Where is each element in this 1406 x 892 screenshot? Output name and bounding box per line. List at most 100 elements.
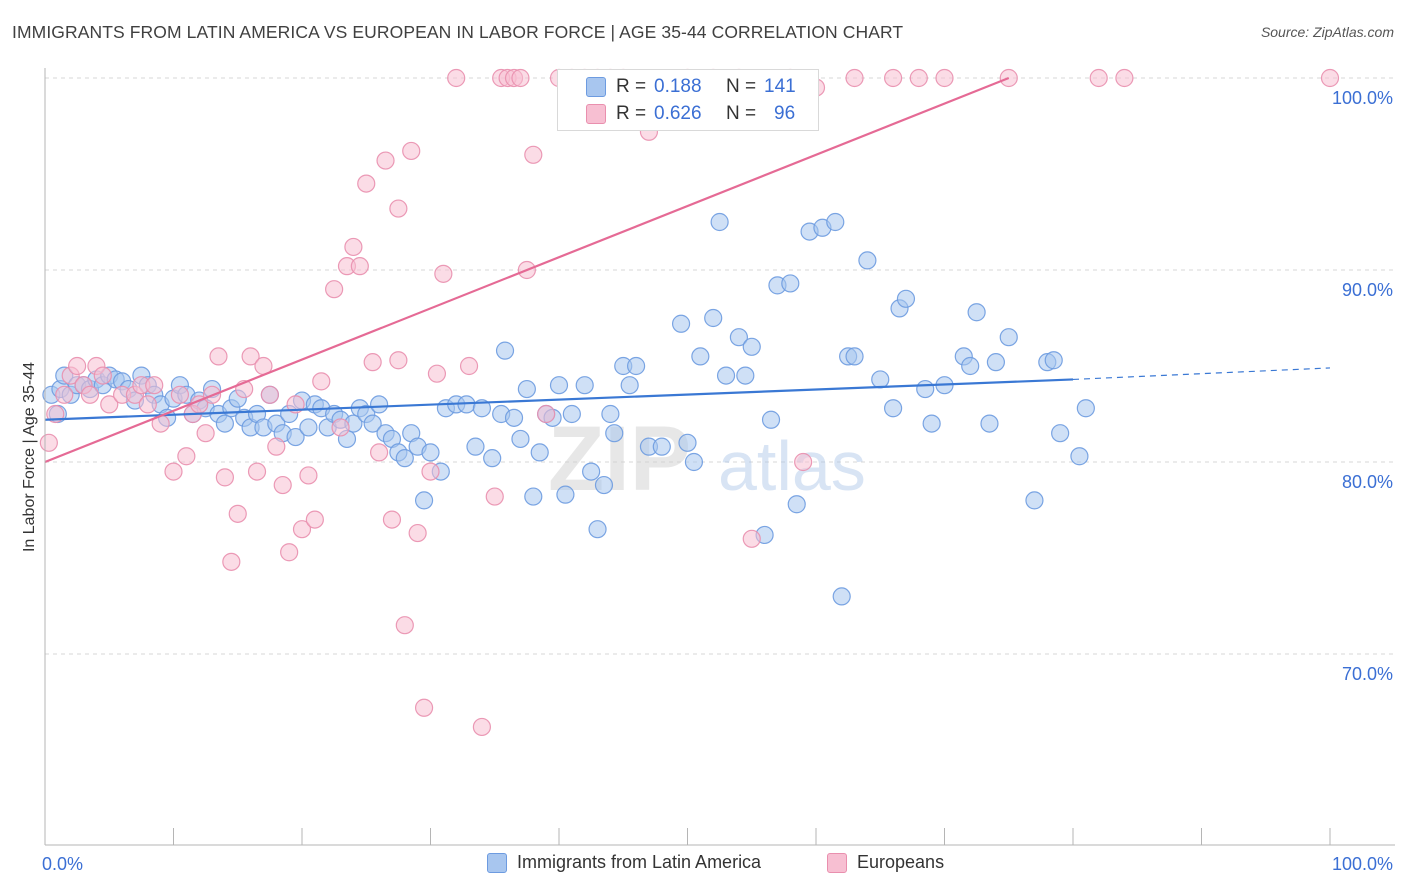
point-latin	[986, 353, 1006, 372]
point-latin	[845, 347, 864, 366]
point-latin	[594, 475, 614, 495]
point-latin	[215, 414, 234, 433]
point-european	[55, 385, 74, 404]
y-axis-label: In Labor Force | Age 35-44	[21, 362, 38, 552]
point-latin	[517, 379, 536, 399]
point-european	[427, 364, 447, 383]
point-european	[537, 404, 556, 424]
point-latin	[363, 414, 382, 433]
stats-row-latin: R = 0.188 N = 141	[558, 74, 820, 100]
point-latin	[414, 491, 434, 510]
legend: Immigrants from Latin America Europeans	[0, 850, 1406, 880]
point-latin	[1051, 424, 1070, 443]
point-european	[164, 462, 183, 481]
point-latin	[549, 376, 569, 395]
point-european	[68, 356, 87, 376]
axis-layer: 70.0% 80.0% 90.0% 100.0% 0.0% 100.0%	[42, 68, 1395, 874]
point-european	[395, 616, 414, 635]
point-european	[389, 351, 408, 370]
point-european	[344, 237, 363, 257]
point-latin	[691, 347, 710, 366]
legend-swatch-latin	[487, 852, 507, 873]
point-european	[100, 395, 119, 414]
point-european	[93, 366, 112, 385]
point-latin	[370, 395, 389, 414]
point-european	[389, 199, 408, 218]
point-european	[145, 376, 164, 395]
point-european	[408, 523, 427, 543]
point-latin	[883, 399, 903, 418]
stats-r-value-europeans: 0.626	[654, 103, 702, 124]
legend-item-europeans[interactable]: Europeans	[827, 852, 944, 873]
stats-r-label: R =	[616, 76, 647, 97]
point-european	[845, 68, 864, 88]
y-tick-label: 100.0%	[1332, 88, 1393, 108]
point-latin	[678, 433, 697, 452]
point-latin	[601, 404, 620, 424]
point-latin	[858, 251, 877, 270]
point-latin	[671, 314, 691, 333]
point-latin	[582, 462, 601, 481]
point-european	[325, 280, 344, 299]
chart-title: IMMIGRANTS FROM LATIN AMERICA VS EUROPEA…	[12, 22, 904, 42]
point-latin	[620, 376, 639, 395]
point-european	[363, 353, 382, 372]
point-latin	[421, 443, 440, 462]
point-european	[1115, 68, 1134, 88]
legend-swatch-europeans	[827, 852, 847, 873]
grid-layer	[45, 77, 1395, 655]
point-european	[241, 347, 260, 366]
point-european	[447, 68, 466, 88]
stats-swatch-europeans	[586, 104, 606, 124]
point-latin	[495, 341, 515, 360]
point-european	[421, 462, 440, 481]
point-latin	[652, 437, 671, 456]
point-latin	[916, 379, 935, 399]
source-label: Source: ZipAtlas.com	[1260, 24, 1394, 40]
point-latin	[299, 418, 318, 437]
point-european	[305, 510, 324, 529]
point-latin	[761, 410, 781, 429]
point-european	[331, 418, 350, 437]
point-latin	[729, 328, 749, 347]
point-latin	[1076, 399, 1095, 418]
legend-item-latin[interactable]: Immigrants from Latin America	[487, 852, 761, 873]
point-european	[376, 151, 395, 170]
point-latin	[787, 495, 806, 514]
legend-label-latin: Immigrants from Latin America	[517, 852, 762, 872]
point-european	[312, 372, 331, 391]
y-tick-label: 70.0%	[1342, 664, 1393, 684]
point-european	[382, 510, 402, 529]
point-european	[80, 385, 100, 404]
point-latin	[736, 366, 755, 385]
point-european	[196, 424, 215, 443]
point-european	[511, 68, 530, 88]
point-european	[286, 395, 305, 414]
stats-box: R = 0.188 N = 141 R = 0.626 N = 96	[557, 69, 819, 131]
point-european	[280, 543, 299, 562]
point-latin	[871, 370, 890, 389]
point-latin	[588, 520, 607, 539]
point-european	[177, 447, 196, 466]
point-latin	[1025, 491, 1044, 510]
point-european	[485, 487, 504, 506]
point-european	[402, 141, 421, 161]
point-european	[472, 717, 491, 737]
trend-layer	[44, 76, 1331, 464]
trend-line-europeans	[44, 76, 1010, 464]
point-latin	[483, 449, 502, 468]
point-latin	[961, 356, 980, 376]
point-european	[292, 520, 312, 539]
point-latin	[395, 449, 414, 468]
point-latin	[781, 274, 800, 293]
stats-swatch-latin	[586, 77, 606, 97]
point-latin	[524, 487, 543, 506]
point-latin	[896, 289, 916, 308]
point-latin	[605, 424, 624, 443]
x-tick-label: 100.0%	[1332, 854, 1393, 874]
point-european	[170, 385, 190, 404]
point-european	[260, 385, 279, 404]
point-european	[524, 145, 543, 164]
point-european	[299, 466, 318, 485]
